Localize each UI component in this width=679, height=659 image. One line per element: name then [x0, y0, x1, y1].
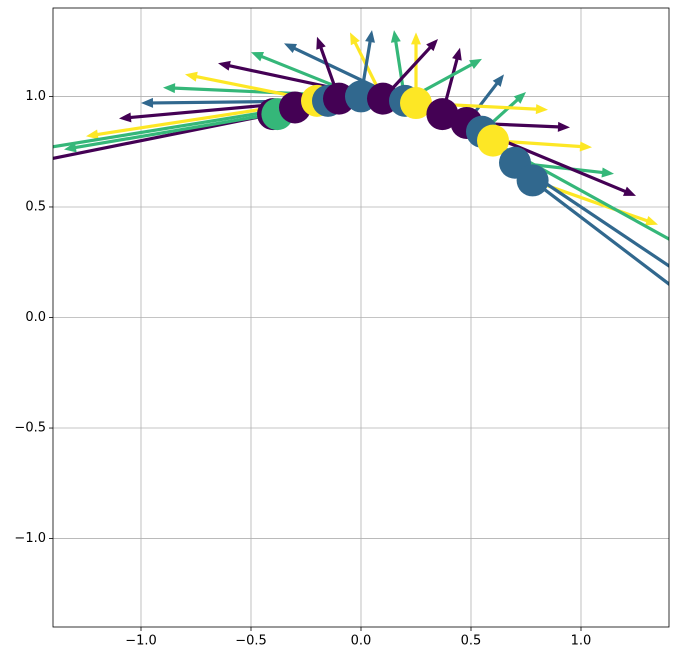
- arrow: [53, 105, 296, 149]
- x-tick-label: 0.0: [351, 634, 372, 649]
- arrow: [390, 30, 407, 102]
- y-tick-label: 0.5: [25, 199, 46, 214]
- y-tick-label: 1.0: [25, 89, 46, 104]
- arrow: [185, 71, 318, 103]
- arrow: [514, 161, 669, 268]
- y-tick-label: −1.0: [14, 531, 46, 546]
- ticks: −1.0 −0.5 0.0 0.5 1.0 −1.0 −0.5 0.0 0.5 1.0: [14, 89, 591, 649]
- x-tick-label: 1.0: [571, 634, 592, 649]
- arrow: [64, 112, 274, 153]
- scatter-point: [426, 98, 459, 131]
- scatter-point: [400, 87, 432, 120]
- arrow: [481, 130, 636, 196]
- arrow: [514, 161, 614, 178]
- scatter-point: [516, 164, 549, 197]
- x-tick-label: −0.5: [235, 634, 267, 649]
- arrow: [440, 47, 462, 115]
- arrow: [531, 179, 669, 287]
- x-tick-label: −1.0: [125, 634, 157, 649]
- arrow: [359, 30, 375, 97]
- y-tick-label: −0.5: [14, 421, 46, 436]
- arrow: [492, 139, 592, 152]
- arrow: [411, 32, 421, 104]
- arrow: [381, 38, 438, 100]
- x-tick-label: 0.5: [461, 634, 482, 649]
- scatter-point: [477, 124, 509, 157]
- y-tick-label: 0.0: [25, 310, 46, 325]
- plot-area: [53, 30, 669, 287]
- arrow: [532, 178, 658, 226]
